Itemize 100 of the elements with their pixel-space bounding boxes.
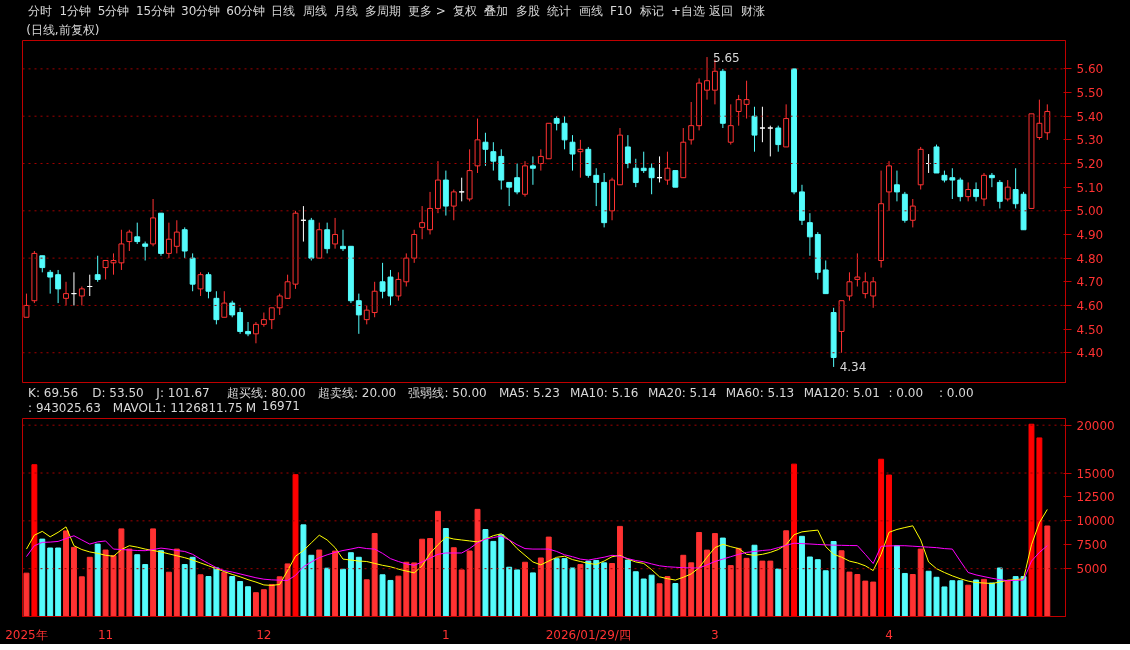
- candlestick: [363, 304, 370, 325]
- bar: [260, 589, 267, 617]
- text: 日线: [271, 3, 296, 18]
- y-tick-label: 5000: [1076, 562, 1108, 577]
- y-tick-label: 4.80: [1076, 251, 1104, 266]
- text: 月线: [334, 3, 359, 18]
- candlestick: [355, 293, 362, 335]
- bar: [229, 576, 236, 617]
- candlestick: [751, 106, 758, 153]
- bar: [648, 574, 655, 617]
- candlestick: [806, 212, 813, 257]
- candlestick: [981, 172, 987, 207]
- text: D: 53.50: [92, 385, 144, 400]
- bar: [577, 564, 584, 617]
- bar: [878, 458, 885, 617]
- bar: [268, 583, 275, 617]
- candlestick: [862, 271, 869, 299]
- x-tick-label: 11: [97, 627, 114, 642]
- bar: [704, 549, 710, 617]
- bar: [23, 572, 30, 617]
- y-tick-label: 4.50: [1076, 322, 1104, 337]
- bar: [783, 530, 790, 617]
- bar: [411, 562, 418, 617]
- bar: [545, 536, 552, 617]
- candlestick: [514, 163, 521, 195]
- text: : 0.00: [888, 385, 924, 400]
- text: MA20: 5.14: [647, 385, 717, 400]
- text: 强弱线: 50.00: [408, 385, 487, 400]
- candlestick: [63, 281, 69, 306]
- text: 复权: [452, 3, 477, 18]
- text: 周线: [302, 3, 327, 18]
- bar: [957, 580, 964, 617]
- y-tick-label: 5.20: [1076, 157, 1104, 172]
- bar: [522, 561, 528, 617]
- bar: [371, 532, 378, 617]
- x-tick-label: 1: [442, 627, 450, 642]
- bar: [870, 581, 877, 617]
- text: 60分钟: [226, 3, 266, 18]
- bar: [78, 576, 85, 617]
- bar: [585, 560, 592, 617]
- bar: [39, 538, 46, 617]
- candlestick: [253, 321, 259, 344]
- candlestick: [419, 205, 426, 240]
- candlestick: [260, 312, 267, 328]
- y-tick-label: 12500: [1076, 490, 1115, 505]
- candlestick: [727, 103, 734, 146]
- bar: [332, 550, 339, 617]
- candlestick: [988, 172, 995, 188]
- y-tick-label: 20000: [1076, 418, 1115, 433]
- y-tick-label: 4.70: [1076, 275, 1104, 290]
- candlestick: [450, 189, 457, 221]
- bar: [403, 561, 410, 617]
- candlestick: [577, 139, 584, 179]
- candlestick: [403, 252, 410, 288]
- bar: [181, 564, 188, 617]
- bar: [901, 572, 908, 617]
- text: 标记: [638, 3, 664, 18]
- line-series: [25, 535, 1048, 582]
- bar: [593, 559, 600, 617]
- candlestick: [870, 276, 877, 309]
- bar: [672, 583, 679, 617]
- candlestick: [529, 155, 536, 186]
- text: 更多 >: [407, 3, 446, 18]
- line-series: [25, 508, 1048, 586]
- candlestick: [126, 229, 133, 252]
- text: 分时: [28, 3, 53, 18]
- bar: [442, 528, 449, 617]
- candlestick: [767, 125, 774, 157]
- candlestick: [498, 148, 505, 191]
- candlestick: [965, 181, 972, 202]
- bar: [601, 562, 608, 617]
- bar: [419, 538, 426, 617]
- bar: [909, 574, 916, 617]
- bar: [1004, 580, 1011, 617]
- candlestick: [395, 271, 402, 302]
- x-tick-label: 4: [885, 627, 893, 642]
- candlestick: [411, 229, 418, 264]
- y-tick-label: 4.40: [1076, 346, 1104, 361]
- bar: [981, 578, 987, 617]
- bar: [506, 566, 513, 617]
- annotation: 5.65: [713, 50, 740, 65]
- bar: [799, 535, 805, 617]
- bar: [688, 562, 695, 617]
- bar: [696, 532, 703, 617]
- candlestick: [957, 177, 964, 202]
- bar: [814, 559, 821, 617]
- chart-title: (日线,前复权): [26, 22, 100, 37]
- x-tick-label: 2025年: [5, 627, 48, 642]
- bar: [617, 525, 623, 617]
- bar: [822, 570, 829, 617]
- bar: [31, 464, 38, 617]
- candlestick: [996, 179, 1003, 209]
- bar: [537, 557, 544, 617]
- text: F10: [609, 3, 633, 18]
- x-tick-label: 12: [256, 627, 272, 642]
- candlestick: [775, 125, 782, 153]
- candlestick: [854, 252, 861, 288]
- bar: [245, 586, 251, 617]
- bar: [640, 578, 647, 617]
- bar: [624, 559, 631, 617]
